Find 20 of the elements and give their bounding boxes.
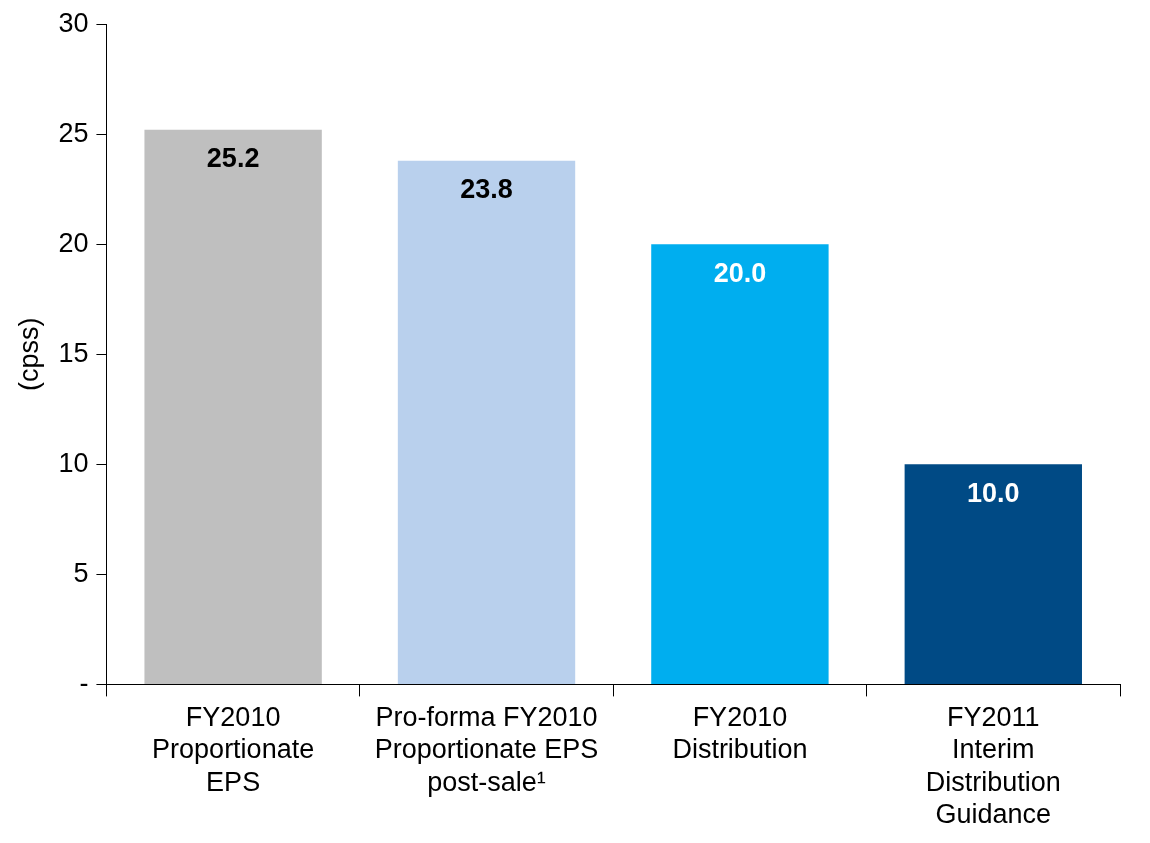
data-label: 10.0 — [967, 477, 1020, 508]
data-label: 25.2 — [206, 143, 260, 174]
x-tick-label: FY2011 Interim Distribution Guidance — [925, 702, 1061, 830]
bar — [144, 129, 322, 684]
y-tick-label: 25 — [58, 117, 89, 148]
bar — [904, 464, 1082, 684]
y-axis-title: (cpss) — [13, 317, 44, 392]
x-tick-label: Pro-forma FY2010 Proportionate EPS post-sale¹ — [374, 702, 599, 797]
y-tick-label: 10 — [58, 447, 89, 478]
y-tick-label: 20 — [58, 227, 89, 258]
x-tick-label: FY2010 Distribution — [672, 702, 808, 765]
bar — [651, 244, 829, 684]
y-tick-label: - — [79, 667, 89, 698]
bar — [397, 160, 576, 684]
y-tick-label: 15 — [58, 337, 89, 368]
data-label: 20.0 — [713, 257, 767, 288]
y-tick-label: 5 — [73, 557, 89, 588]
data-label: 23.8 — [460, 174, 513, 205]
y-tick-label: 30 — [58, 7, 89, 38]
x-tick-label: FY2010 Proportionate EPS — [152, 702, 315, 797]
